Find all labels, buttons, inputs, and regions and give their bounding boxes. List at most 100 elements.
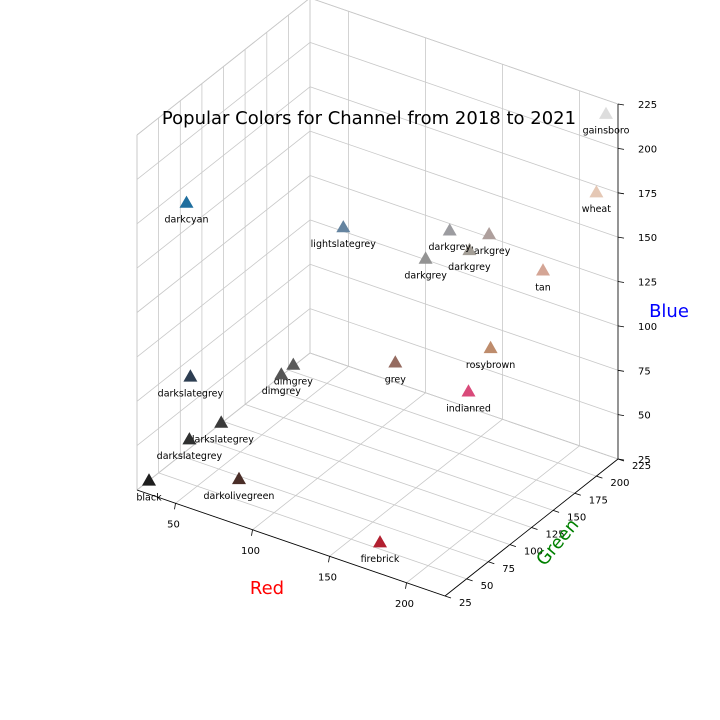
data-point: wheat	[582, 185, 611, 215]
z-tick	[617, 236, 625, 239]
triangle-marker	[274, 367, 289, 380]
data-point: rosybrown	[466, 340, 515, 371]
z-tick-label: 175	[638, 189, 657, 200]
y-tick	[444, 595, 452, 599]
point-label: darkcyan	[165, 215, 209, 226]
point-label: darkgrey	[468, 246, 511, 257]
data-point: darkslategrey	[188, 415, 254, 445]
z-tick-label: 50	[638, 411, 651, 422]
y-gridline	[266, 386, 575, 494]
point-label: darkgrey	[448, 262, 491, 273]
data-point: tan	[535, 263, 551, 293]
x-tick	[405, 582, 407, 589]
data-points: gainsborowheatdarkgreytandarkgreydarkgre…	[136, 106, 630, 565]
triangle-marker	[536, 263, 550, 276]
point-label: gainsboro	[583, 126, 630, 137]
data-point: firebrick	[361, 535, 400, 565]
z-gridline	[136, 42, 311, 180]
x-axis-title: Red	[250, 578, 284, 599]
point-label: grey	[385, 374, 407, 385]
data-point: darkcyan	[165, 195, 209, 226]
y-tick	[509, 544, 517, 547]
z-gridline	[309, 219, 619, 327]
data-point: dimgrey	[274, 357, 313, 388]
data-point: darkolivegreen	[204, 471, 274, 502]
data-point: grey	[385, 355, 407, 385]
data-point: darkgrey	[468, 227, 511, 257]
y-tick-label: 125	[546, 530, 565, 541]
triangle-marker	[442, 223, 457, 236]
triangle-marker	[418, 251, 433, 264]
triangle-marker	[232, 471, 246, 485]
z-gridline	[309, 308, 619, 415]
point-label: darkgrey	[428, 242, 471, 253]
y-tick-label: 25	[459, 598, 472, 609]
z-gridline	[309, 263, 619, 371]
pane-edge	[314, 0, 619, 105]
z-tick-label: 150	[638, 233, 657, 244]
y-tick	[552, 510, 560, 513]
y-gridline	[244, 404, 554, 511]
y-tick-label: 150	[567, 512, 586, 523]
data-point: darkgrey	[448, 242, 491, 273]
point-label: darkslategrey	[157, 451, 223, 462]
triangle-marker	[183, 369, 198, 382]
y-tick	[596, 475, 603, 479]
z-tick	[617, 325, 625, 328]
pane-edge	[309, 352, 619, 460]
point-label: black	[136, 492, 162, 503]
triangle-marker	[388, 355, 403, 368]
axes	[136, 0, 625, 599]
y-gridline	[180, 455, 489, 563]
x-axis-line	[136, 489, 446, 597]
data-point: indianred	[446, 384, 491, 414]
y-tick-label: 175	[589, 495, 608, 506]
point-label: darkslategrey	[188, 434, 254, 445]
chart-title: Popular Colors for Channel from 2018 to …	[162, 108, 576, 129]
y-tick	[574, 492, 581, 496]
y-gridline	[158, 472, 467, 580]
y-tick-label: 100	[524, 547, 543, 558]
point-label: dimgrey	[274, 377, 313, 388]
y-tick	[488, 561, 495, 565]
z-tick	[617, 192, 625, 195]
y-tick	[466, 578, 473, 582]
triangle-marker	[462, 242, 477, 256]
z-gridline	[309, 175, 619, 282]
point-label: rosybrown	[466, 360, 515, 371]
point-label: firebrick	[361, 554, 400, 565]
z-gridline	[136, 130, 311, 269]
z-tick-label: 75	[638, 366, 651, 377]
data-point: lightslategrey	[311, 220, 377, 250]
z-tick	[617, 458, 625, 461]
data-point: gainsboro	[583, 106, 630, 137]
x-tick	[251, 529, 253, 536]
z-axis-title: Blue	[649, 301, 689, 322]
triangle-marker	[286, 357, 301, 370]
point-label: lightslategrey	[311, 239, 377, 250]
triangle-marker	[373, 535, 387, 548]
x-tick-label: 150	[318, 572, 337, 583]
triangle-marker	[179, 195, 194, 208]
y-tick-label: 75	[502, 564, 515, 575]
triangle-marker	[599, 106, 613, 119]
z-tick	[617, 103, 625, 106]
x-tick	[174, 503, 176, 510]
triangle-marker	[214, 415, 229, 428]
data-point: darkgrey	[404, 251, 447, 281]
triangle-marker	[182, 432, 197, 445]
z-tick-label: 100	[638, 322, 657, 333]
data-point: dimgrey	[262, 367, 301, 397]
z-gridline	[136, 86, 311, 225]
triangle-marker	[461, 384, 476, 397]
data-point: black	[136, 473, 162, 503]
y-gridline	[223, 421, 532, 528]
triangle-marker	[483, 340, 498, 354]
z-gridline	[136, 263, 311, 402]
z-tick-label: 125	[638, 278, 657, 289]
data-point: darkgrey	[428, 223, 471, 253]
z-tick-label: 25	[638, 455, 651, 466]
z-tick	[617, 414, 625, 416]
triangle-marker	[142, 473, 156, 486]
